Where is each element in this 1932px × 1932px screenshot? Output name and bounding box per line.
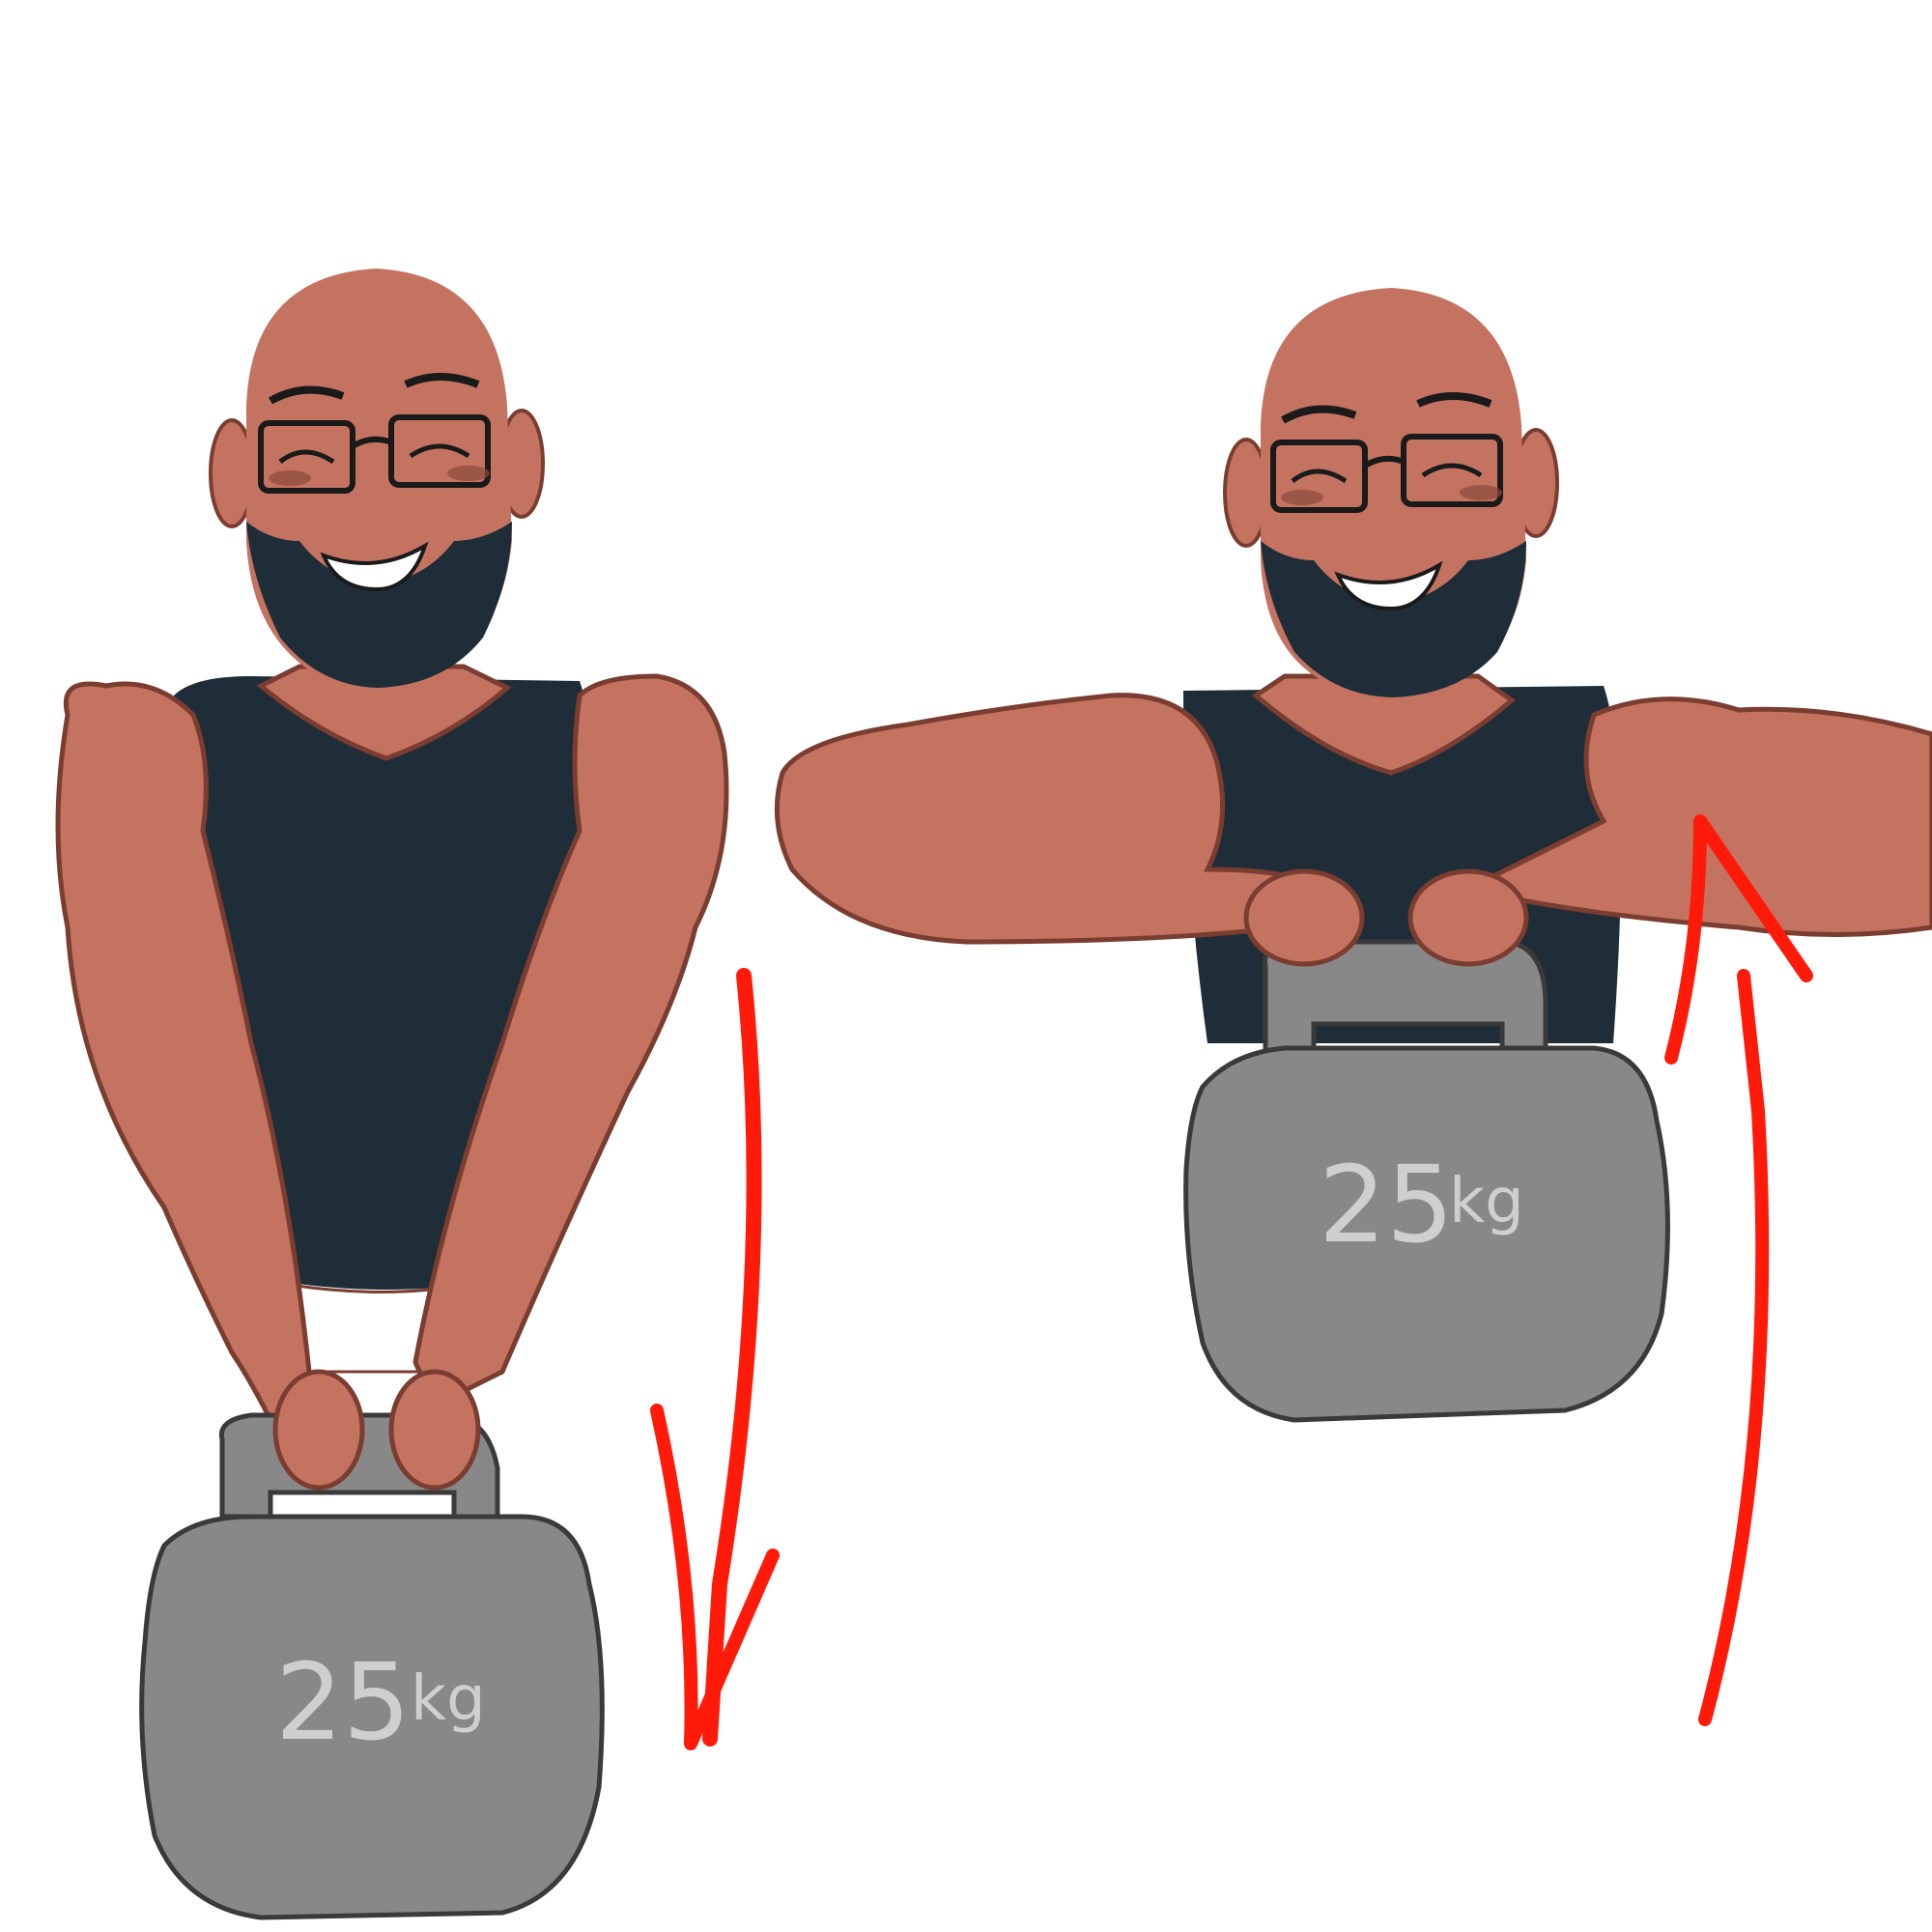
right-hand (388, 1369, 481, 1491)
figure-arms-down: 25 kg (55, 269, 780, 1920)
kettlebell-weight-label: 25 (275, 1640, 411, 1764)
glasses-icon (1270, 434, 1503, 513)
up-arrow-icon (1664, 814, 1813, 1726)
right-arm (412, 673, 729, 1394)
figure-arms-up: 25 kg (774, 288, 1932, 1726)
kettlebell-unit-label: kg (1449, 1166, 1524, 1237)
head (209, 269, 545, 688)
right-hand (1407, 868, 1529, 967)
kettlebell-unit-label: kg (411, 1663, 486, 1735)
left-hand (1243, 868, 1365, 967)
kettlebell: 25 kg (139, 1412, 605, 1920)
neck (1251, 673, 1517, 776)
down-arrow-icon (650, 968, 780, 1750)
kettlebell-weight-label: 25 (1319, 1143, 1454, 1266)
head (1223, 288, 1559, 697)
glasses-icon (258, 414, 491, 494)
beard (246, 522, 512, 688)
left-arm (774, 693, 1318, 945)
left-hand (272, 1369, 365, 1491)
beard (1261, 541, 1526, 697)
neck (256, 664, 512, 761)
